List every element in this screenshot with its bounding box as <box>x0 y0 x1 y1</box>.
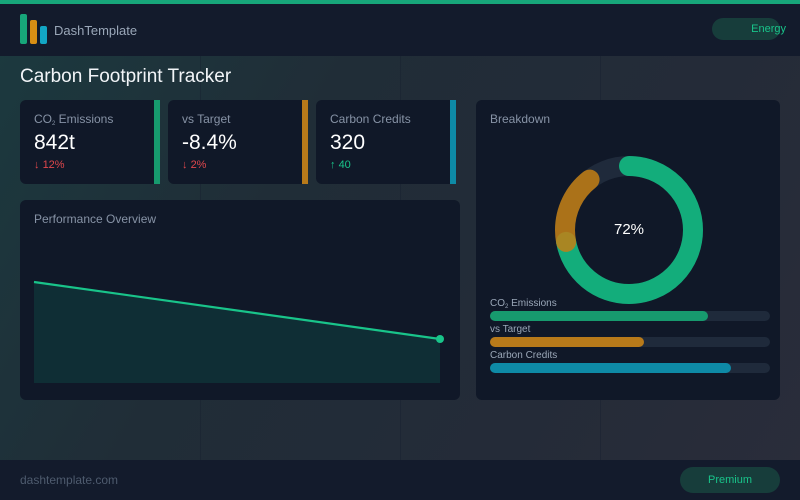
kpi-delta: ↑ 40 <box>330 159 351 171</box>
brand-name[interactable]: DashTemplate <box>54 23 138 38</box>
kpi-value: -8.4% <box>182 131 237 154</box>
progress-bar-carbon-credits <box>490 363 770 373</box>
kpi-label: vs Target <box>182 112 231 126</box>
arrow-down-icon: ↓ <box>34 159 40 171</box>
logo-bar-green <box>20 14 27 44</box>
app-header: DashTemplate Energy <box>0 4 800 56</box>
chart-end-point[interactable] <box>436 335 444 343</box>
kpi-value: 842t <box>34 131 75 154</box>
kpi-accent-bar <box>450 100 456 184</box>
bar-label-emissions: CO2 Emissions <box>490 298 557 310</box>
chart-line <box>33 280 441 341</box>
app-footer: dashtemplate.com Premium <box>0 460 800 500</box>
performance-overview-card: Performance Overview <box>20 200 460 400</box>
bar-label-carbon-credits: Carbon Credits <box>490 350 558 361</box>
footer-site-link[interactable]: dashtemplate.com <box>20 473 119 487</box>
kpi-label: Carbon Credits <box>330 112 411 126</box>
donut-center-value: 72% <box>613 221 645 238</box>
kpi-delta: ↓ 2% <box>182 159 207 171</box>
progress-bar-emissions <box>490 311 770 321</box>
chart-area-fill <box>34 282 440 383</box>
kpi-accent-bar <box>302 100 308 184</box>
donut-segment-primary <box>555 156 703 304</box>
progress-fill <box>490 337 644 347</box>
bar-label-vs-target: vs Target <box>490 324 531 335</box>
category-pill-label: Energy <box>751 23 786 35</box>
arrow-down-icon: ↓ <box>182 159 188 171</box>
card-title: Breakdown <box>490 112 551 126</box>
kpi-card-carbon-credits: Carbon Credits 320 ↑ 40 <box>316 100 456 184</box>
breakdown-card: Breakdown 72% CO2 Emissions vs Target Ca… <box>476 100 780 400</box>
progress-bar-vs-target <box>490 337 770 347</box>
breakdown-donut-chart <box>555 156 703 304</box>
progress-fill <box>490 363 731 373</box>
category-pill-energy[interactable]: Energy <box>712 18 786 40</box>
logo-bar-orange <box>30 20 37 44</box>
progress-fill <box>490 311 709 321</box>
performance-area-chart <box>33 280 444 383</box>
logo-bar-cyan <box>40 26 47 44</box>
arrow-up-icon: ↑ <box>330 159 336 171</box>
card-title: Performance Overview <box>34 212 157 226</box>
kpi-label: CO2 Emissions <box>34 112 114 127</box>
kpi-delta: ↓ 12% <box>34 159 65 171</box>
kpi-card-emissions: CO2 Emissions 842t ↓ 12% <box>20 100 160 184</box>
kpi-value: 320 <box>330 131 366 154</box>
page-title: Carbon Footprint Tracker <box>20 66 232 87</box>
donut-segment-secondary <box>555 156 703 304</box>
kpi-accent-bar <box>154 100 160 184</box>
premium-button[interactable]: Premium <box>680 467 780 493</box>
top-accent-stripe <box>0 0 800 4</box>
bar-chart-logo-icon[interactable] <box>20 14 48 44</box>
kpi-card-vs-target: vs Target -8.4% ↓ 2% <box>168 100 308 184</box>
